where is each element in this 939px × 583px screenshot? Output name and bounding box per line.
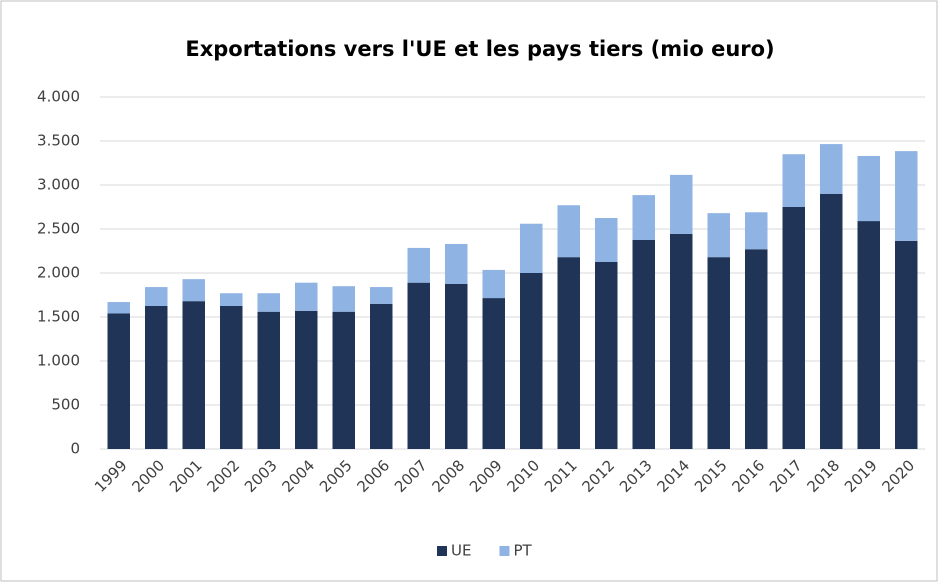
bar-segment [482, 298, 505, 449]
bar-segment [257, 293, 280, 312]
bar-segment [895, 151, 918, 241]
bar-segment [707, 257, 730, 449]
bar-segment [332, 311, 355, 449]
bar-segment [595, 262, 618, 449]
bar-segment [370, 303, 393, 449]
bar-segment [220, 306, 243, 449]
y-tick-label: 0 [70, 440, 80, 458]
y-tick-label: 3.500 [37, 132, 80, 150]
bar-segment [332, 286, 355, 312]
y-tick-label: 2.000 [37, 264, 80, 282]
bar-segment [257, 311, 280, 449]
bar-segment [107, 302, 130, 314]
bar-segment [782, 207, 805, 449]
bar-segment [520, 273, 543, 449]
bar-segment [557, 205, 580, 258]
bar-segment [182, 301, 205, 449]
y-tick-label: 1.500 [37, 308, 80, 326]
bar-segment [295, 282, 318, 311]
bar-segment [145, 287, 168, 306]
chart-title: Exportations vers l'UE et les pays tiers… [185, 37, 774, 61]
bar-segment [145, 306, 168, 449]
bar-segment [820, 193, 843, 449]
bar-segment [107, 313, 130, 449]
bar-segment [445, 243, 468, 284]
y-tick-label: 1.000 [37, 352, 80, 370]
bar-segment [782, 154, 805, 207]
bar-segment [707, 213, 730, 258]
bar-segment [557, 257, 580, 449]
bar-segment [745, 212, 768, 250]
bar-segment [632, 240, 655, 449]
y-tick-label: 4.000 [37, 88, 80, 106]
bar-segment [407, 282, 430, 449]
legend-swatch [499, 546, 510, 556]
bar-segment [857, 221, 880, 449]
bar-segment [895, 240, 918, 449]
bar-segment [220, 293, 243, 306]
bar-segment [670, 233, 693, 449]
bar-segment [820, 144, 843, 194]
bar-segment [745, 249, 768, 449]
y-tick-label: 2.500 [37, 220, 80, 238]
bar-segment [632, 195, 655, 240]
y-tick-label: 3.000 [37, 176, 80, 194]
bar-segment [370, 287, 393, 304]
bar-segment [520, 223, 543, 273]
bar-segment [295, 310, 318, 449]
y-tick-label: 500 [51, 396, 80, 414]
bar-segment [182, 279, 205, 302]
legend-label: UE [451, 542, 471, 560]
bar-segment [670, 174, 693, 234]
bar-segment [445, 284, 468, 449]
bar-segment [857, 155, 880, 222]
bar-segment [482, 269, 505, 299]
bar-segment [595, 218, 618, 262]
legend-label: PT [513, 542, 532, 560]
bar-segment [407, 247, 430, 283]
legend-swatch [437, 546, 447, 556]
